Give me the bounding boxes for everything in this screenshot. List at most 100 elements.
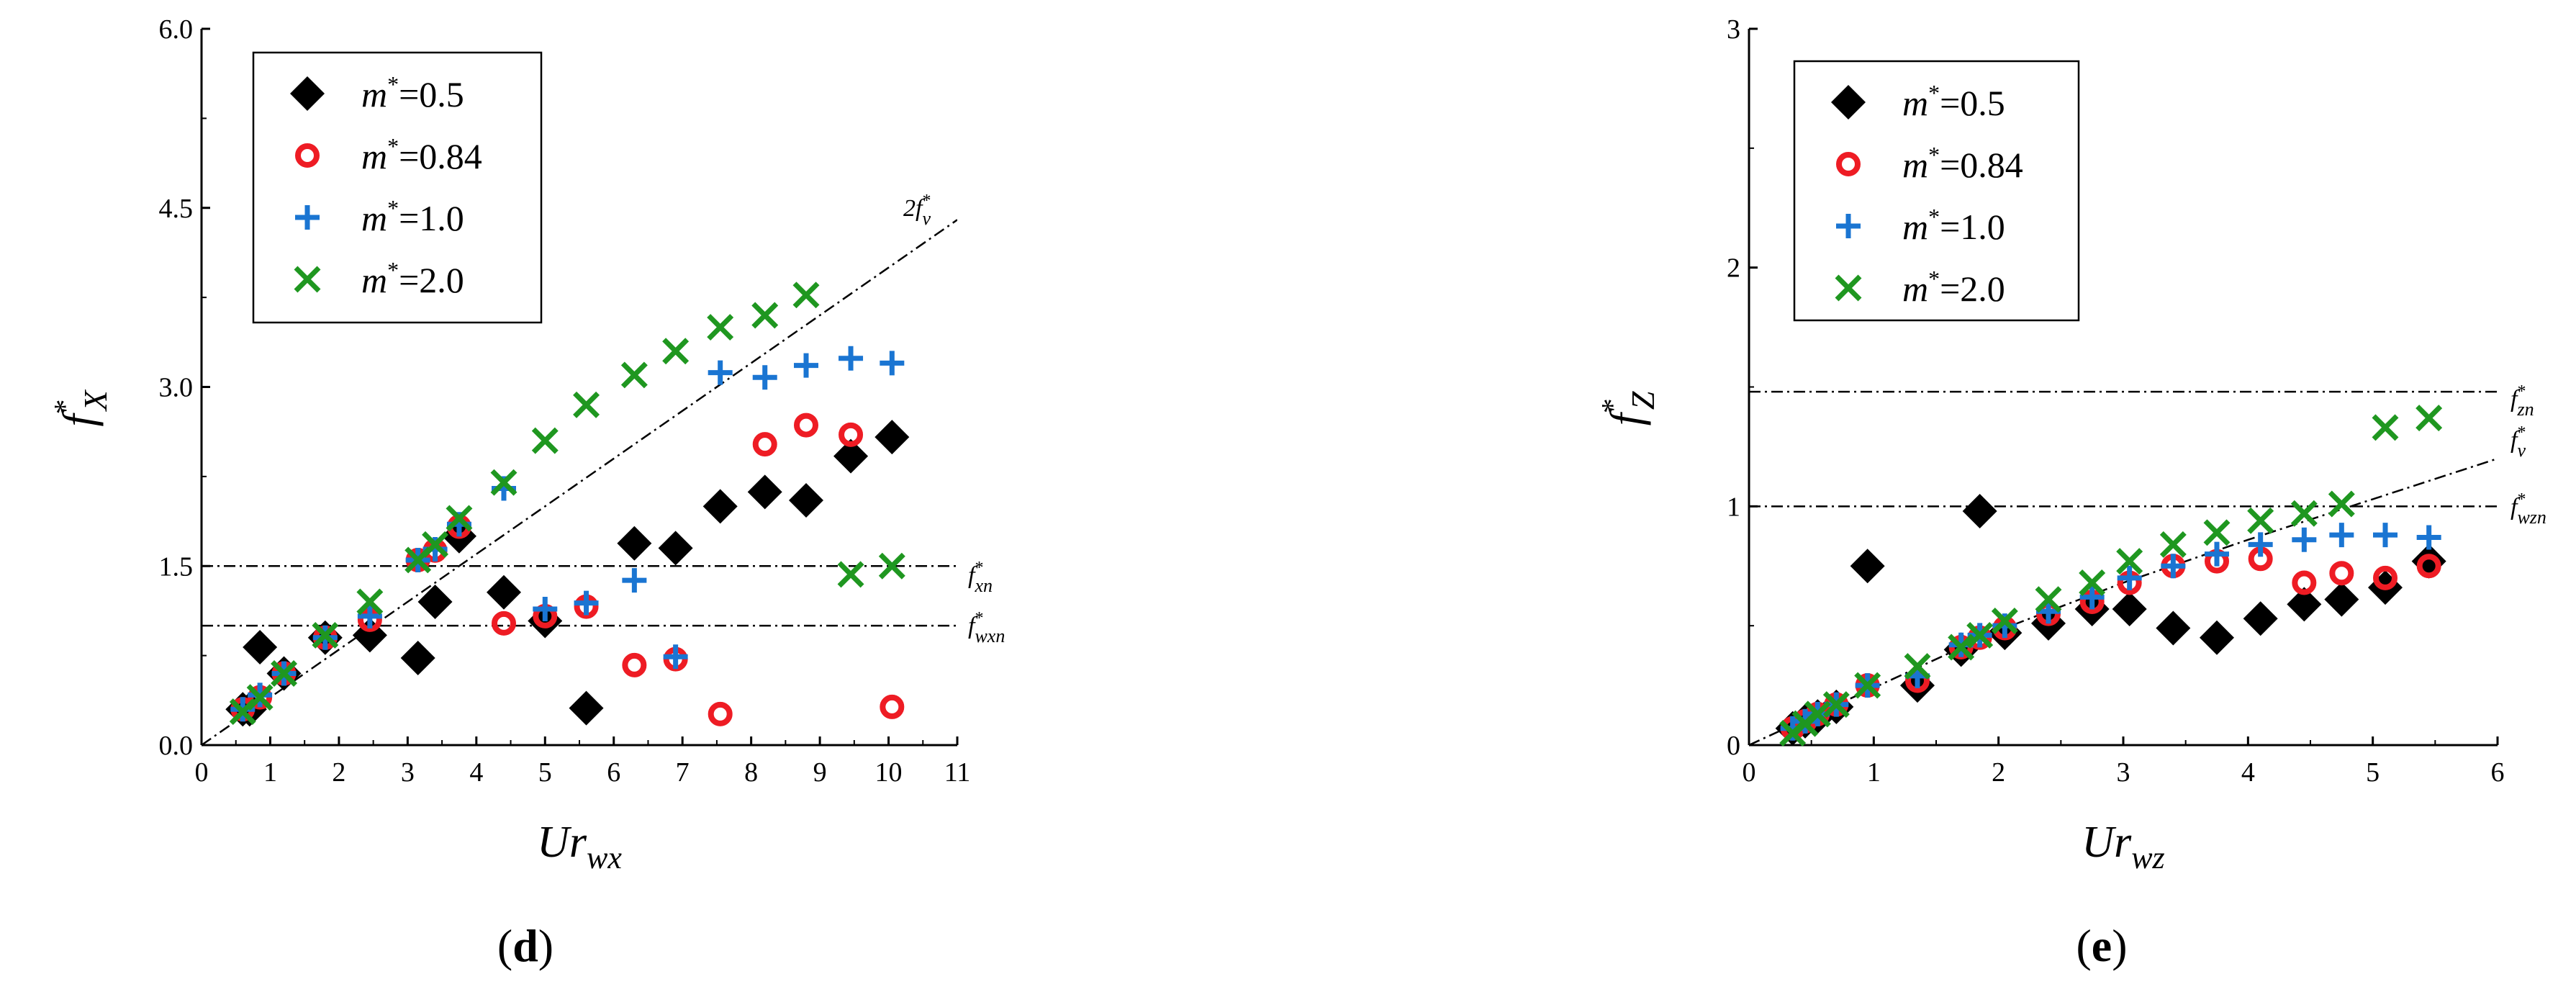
y-tick-label: 3 — [1727, 14, 1740, 45]
data-point — [880, 351, 905, 376]
legend-marker — [295, 143, 320, 168]
data-point — [422, 531, 449, 558]
x-tick-label: 2 — [332, 757, 345, 788]
data-point — [2416, 525, 2441, 550]
data-point — [573, 391, 600, 418]
data-point — [789, 483, 823, 518]
x-tick-label: 4 — [469, 757, 483, 788]
data-point — [312, 621, 339, 649]
data-point — [1904, 653, 1931, 680]
y-tick-label: 3.0 — [159, 373, 194, 403]
data-point — [2243, 601, 2278, 636]
series-circle — [230, 413, 905, 726]
reference-lines — [202, 219, 957, 745]
reference-line-label: f* xn — [968, 559, 993, 596]
legend-label: m*=2.0 — [1902, 266, 2005, 309]
data-point — [663, 644, 688, 670]
data-markers — [225, 281, 910, 727]
data-point — [1850, 549, 1885, 584]
data-point — [417, 585, 453, 619]
legend-label: m*=1.0 — [1902, 204, 2005, 247]
data-point — [2156, 610, 2191, 646]
legend-label: m*=0.84 — [361, 133, 482, 176]
data-point — [2161, 554, 2186, 579]
data-point — [574, 590, 599, 616]
legend-label: m*=2.0 — [361, 257, 464, 300]
data-point — [2328, 490, 2355, 518]
data-point — [662, 338, 690, 365]
x-tick-label: 0 — [195, 757, 209, 788]
data-point — [2372, 414, 2399, 441]
data-point — [1991, 608, 2018, 635]
y-tick-label: 4.5 — [159, 194, 194, 224]
chart-panel-d: 0 1 2 3 4 5 6 7 8 9 10 11 0.0 1.5 3.0 4.5 6.0 2f* v f* xn f* w… — [49, 14, 1005, 971]
y-tick-label: 6.0 — [159, 14, 194, 45]
data-point — [880, 694, 905, 719]
data-point — [2373, 523, 2398, 548]
data-point — [356, 588, 384, 616]
data-point — [2416, 554, 2441, 579]
data-point — [2159, 531, 2187, 558]
data-point — [839, 346, 864, 371]
x-tick-label: 1 — [1867, 757, 1881, 788]
data-point — [702, 489, 738, 524]
data-point — [446, 505, 473, 532]
reference-line-label: f* v — [2511, 423, 2526, 461]
x-tick-label: 6 — [2491, 757, 2505, 788]
legend-label: m*=0.84 — [1902, 142, 2023, 185]
data-point — [792, 281, 820, 309]
data-point — [751, 302, 779, 329]
legend-label: m*=1.0 — [361, 195, 464, 238]
data-point — [1966, 621, 1994, 649]
data-point — [2329, 561, 2354, 586]
data-point — [2116, 548, 2143, 575]
x-tick-label: 9 — [813, 757, 827, 788]
data-point — [747, 474, 782, 510]
data-point — [794, 413, 818, 438]
data-point — [752, 432, 777, 457]
data-point — [2292, 527, 2317, 552]
panel-label: (e) — [2076, 920, 2127, 971]
y-axis-label: f*X — [49, 389, 114, 426]
series-diamond — [1775, 493, 2446, 746]
legend-marker — [1836, 152, 1861, 176]
x-axis-label: Urwx — [537, 818, 622, 875]
x-tick-label: 11 — [944, 757, 971, 788]
series-x — [229, 281, 905, 726]
data-point — [1962, 493, 1997, 528]
y-tick-label: 1 — [1727, 492, 1740, 522]
data-point — [2415, 405, 2443, 432]
data-point — [617, 526, 652, 561]
data-point — [622, 568, 647, 593]
data-point — [708, 360, 733, 385]
legend: m*=0.5 m*=0.84 m*=1.0 m*=2.0 — [1793, 60, 2080, 322]
data-point — [400, 640, 435, 675]
data-point — [357, 603, 382, 628]
data-point — [1854, 672, 1881, 699]
data-point — [2035, 586, 2062, 613]
y-axis-label: f*Z — [1596, 391, 1661, 425]
legend-marker — [1831, 85, 1866, 120]
y-tick-label: 2 — [1727, 253, 1740, 284]
reference-line-label: f* zn — [2511, 382, 2534, 420]
x-tick-label: 5 — [538, 757, 552, 788]
x-tick-label: 1 — [263, 757, 277, 788]
data-point — [490, 469, 518, 496]
data-point — [837, 561, 864, 588]
legend-marker — [295, 205, 320, 230]
legend-marker — [290, 76, 325, 111]
data-point — [2292, 570, 2317, 595]
reference-line-label: 2f* v — [903, 191, 931, 229]
legend-marker — [1835, 274, 1862, 302]
x-tick-label: 3 — [401, 757, 415, 788]
legend-marker — [1836, 214, 1861, 238]
x-tick-label: 10 — [875, 757, 903, 788]
x-tick-label: 4 — [2241, 757, 2255, 788]
legend-label: m*=0.5 — [361, 71, 464, 114]
data-point — [2112, 591, 2147, 626]
data-point — [875, 420, 910, 455]
series-circle — [1780, 546, 2441, 741]
data-point — [2117, 565, 2142, 590]
series-x — [1779, 405, 2443, 747]
